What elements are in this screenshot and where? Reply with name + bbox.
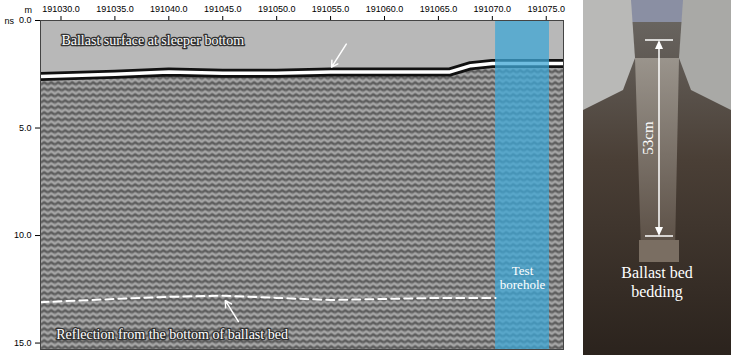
svg-text:0.0: 0.0 [19, 15, 32, 25]
svg-text:191035.0: 191035.0 [96, 4, 134, 14]
svg-text:m: m [25, 5, 33, 15]
svg-text:ns: ns [5, 16, 15, 26]
svg-text:5.0: 5.0 [19, 123, 32, 133]
svg-text:10.0: 10.0 [14, 230, 32, 240]
svg-text:191070.0: 191070.0 [474, 4, 512, 14]
svg-text:191040.0: 191040.0 [150, 4, 188, 14]
svg-text:53cm: 53cm [640, 121, 656, 155]
svg-text:191050.0: 191050.0 [258, 4, 296, 14]
svg-text:191075.0: 191075.0 [527, 4, 565, 14]
svg-text:Testborehole: Testborehole [500, 263, 546, 292]
svg-text:Reflection from the bottom of: Reflection from the bottom of ballast be… [56, 327, 288, 342]
svg-text:191060.0: 191060.0 [366, 4, 404, 14]
svg-text:Ballast surface at sleeper bot: Ballast surface at sleeper bottom [61, 33, 244, 48]
svg-text:bedding: bedding [631, 283, 683, 301]
svg-text:191055.0: 191055.0 [312, 4, 350, 14]
svg-text:15.0: 15.0 [14, 338, 32, 348]
svg-text:Ballast bed: Ballast bed [621, 264, 693, 281]
svg-text:191045.0: 191045.0 [204, 4, 242, 14]
svg-text:191065.0: 191065.0 [420, 4, 458, 14]
svg-text:191030.0: 191030.0 [42, 4, 80, 14]
